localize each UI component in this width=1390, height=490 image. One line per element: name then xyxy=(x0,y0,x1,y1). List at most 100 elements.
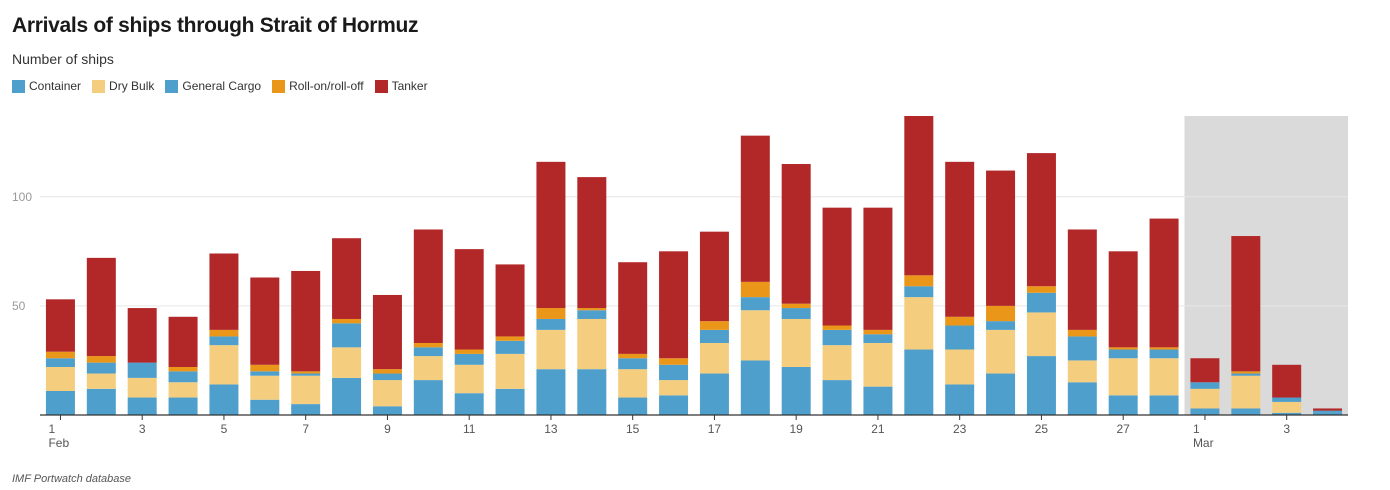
chart-subtitle: Number of ships xyxy=(12,51,114,67)
x-tick-label-20: 21 xyxy=(871,422,885,436)
bar-dry-bulk-25 xyxy=(1026,312,1056,357)
bar-tanker-24 xyxy=(986,170,1016,306)
bar-roll-on-roll-off-1 xyxy=(45,351,75,359)
bar-tanker-4 xyxy=(168,316,198,367)
bar-container-32 xyxy=(1313,412,1343,415)
bar-container-15 xyxy=(618,397,648,415)
x-tick-label-6: 7 xyxy=(302,422,309,436)
bar-container-30 xyxy=(1231,408,1261,415)
bar-roll-on-roll-off-12 xyxy=(495,336,525,341)
bar-general-cargo-32 xyxy=(1313,410,1343,413)
bar-dry-bulk-30 xyxy=(1231,375,1261,409)
bar-dry-bulk-8 xyxy=(332,347,362,378)
bar-roll-on-roll-off-13 xyxy=(536,308,566,319)
bar-dry-bulk-11 xyxy=(454,364,484,394)
legend-item-tanker[interactable]: Tanker xyxy=(374,79,428,93)
bar-dry-bulk-19 xyxy=(781,318,811,367)
bar-container-19 xyxy=(781,366,811,415)
bar-general-cargo-15 xyxy=(618,358,648,370)
bar-roll-on-roll-off-2 xyxy=(86,356,116,363)
bar-roll-on-roll-off-9 xyxy=(372,369,402,374)
bar-general-cargo-26 xyxy=(1067,336,1097,361)
bar-roll-on-roll-off-22 xyxy=(904,275,934,287)
legend-label-roll-on-roll-off: Roll-on/roll-off xyxy=(289,79,364,93)
x-tick-sublabel-mar: Mar xyxy=(1193,436,1214,450)
bar-dry-bulk-18 xyxy=(740,310,770,361)
bar-general-cargo-20 xyxy=(822,329,852,346)
bar-tanker-9 xyxy=(372,294,402,370)
bar-tanker-31 xyxy=(1272,364,1302,398)
y-tick-label-50: 50 xyxy=(12,299,26,313)
legend: Container Dry Bulk General Cargo Roll-on… xyxy=(12,79,439,93)
bar-tanker-13 xyxy=(536,161,566,309)
bar-container-2 xyxy=(86,388,116,415)
bar-dry-bulk-26 xyxy=(1067,360,1097,383)
bar-roll-on-roll-off-16 xyxy=(659,358,689,365)
bar-tanker-5 xyxy=(209,253,239,330)
bar-container-17 xyxy=(699,373,729,415)
bar-general-cargo-25 xyxy=(1026,292,1056,313)
bar-container-11 xyxy=(454,393,484,415)
bar-tanker-6 xyxy=(250,277,280,365)
bar-roll-on-roll-off-17 xyxy=(699,321,729,330)
bar-dry-bulk-2 xyxy=(86,373,116,389)
bar-roll-on-roll-off-23 xyxy=(945,316,975,326)
bar-roll-on-roll-off-24 xyxy=(986,305,1016,322)
bar-tanker-1 xyxy=(45,299,75,352)
bar-dry-bulk-13 xyxy=(536,329,566,370)
bar-roll-on-roll-off-19 xyxy=(781,303,811,309)
bar-container-25 xyxy=(1026,356,1056,415)
bar-container-6 xyxy=(250,399,280,415)
bar-dry-bulk-1 xyxy=(45,366,75,391)
bar-general-cargo-30 xyxy=(1231,373,1261,376)
legend-swatch-container xyxy=(12,79,25,93)
legend-label-dry-bulk: Dry Bulk xyxy=(109,79,155,93)
bar-general-cargo-16 xyxy=(659,364,689,381)
bar-tanker-23 xyxy=(945,161,975,317)
bar-dry-bulk-3 xyxy=(127,377,157,398)
bar-dry-bulk-9 xyxy=(372,380,402,407)
x-tick-label-0: 1 xyxy=(48,422,55,436)
bar-general-cargo-14 xyxy=(577,310,607,319)
legend-item-roll-on-roll-off[interactable]: Roll-on/roll-off xyxy=(272,79,364,93)
bar-tanker-19 xyxy=(781,164,811,304)
bar-container-3 xyxy=(127,397,157,415)
bar-general-cargo-6 xyxy=(250,371,280,376)
bar-tanker-17 xyxy=(699,231,729,322)
bar-general-cargo-3 xyxy=(127,362,157,378)
bar-general-cargo-2 xyxy=(86,362,116,374)
bar-tanker-25 xyxy=(1026,153,1056,287)
x-tick-label-28: 1 xyxy=(1193,422,1200,436)
bar-container-5 xyxy=(209,384,239,415)
bar-roll-on-roll-off-20 xyxy=(822,325,852,330)
x-tick-label-14: 15 xyxy=(626,422,640,436)
bar-general-cargo-4 xyxy=(168,371,198,383)
legend-item-dry-bulk[interactable]: Dry Bulk xyxy=(92,79,154,93)
bar-general-cargo-31 xyxy=(1272,397,1302,402)
bar-container-16 xyxy=(659,395,689,415)
legend-item-container[interactable]: Container xyxy=(12,79,81,93)
bar-container-28 xyxy=(1149,395,1179,415)
bar-tanker-26 xyxy=(1067,229,1097,330)
bar-container-20 xyxy=(822,380,852,415)
legend-label-container: Container xyxy=(29,79,82,93)
legend-item-general-cargo[interactable]: General Cargo xyxy=(165,79,261,93)
x-tick-label-22: 23 xyxy=(953,422,967,436)
legend-swatch-roll-on-roll-off xyxy=(272,79,286,93)
x-tick-label-30: 3 xyxy=(1283,422,1290,436)
bar-general-cargo-13 xyxy=(536,318,566,330)
bar-general-cargo-7 xyxy=(291,373,321,376)
bar-tanker-12 xyxy=(495,264,525,337)
bar-roll-on-roll-off-10 xyxy=(413,342,443,348)
bar-roll-on-roll-off-8 xyxy=(332,318,362,324)
bar-tanker-10 xyxy=(413,229,443,343)
bar-dry-bulk-7 xyxy=(291,375,321,405)
bar-tanker-2 xyxy=(86,257,116,357)
bar-general-cargo-21 xyxy=(863,334,893,343)
bar-tanker-21 xyxy=(863,207,893,330)
bar-container-7 xyxy=(291,404,321,415)
bar-container-23 xyxy=(945,384,975,415)
bar-general-cargo-29 xyxy=(1190,382,1220,389)
bar-general-cargo-24 xyxy=(986,321,1016,330)
